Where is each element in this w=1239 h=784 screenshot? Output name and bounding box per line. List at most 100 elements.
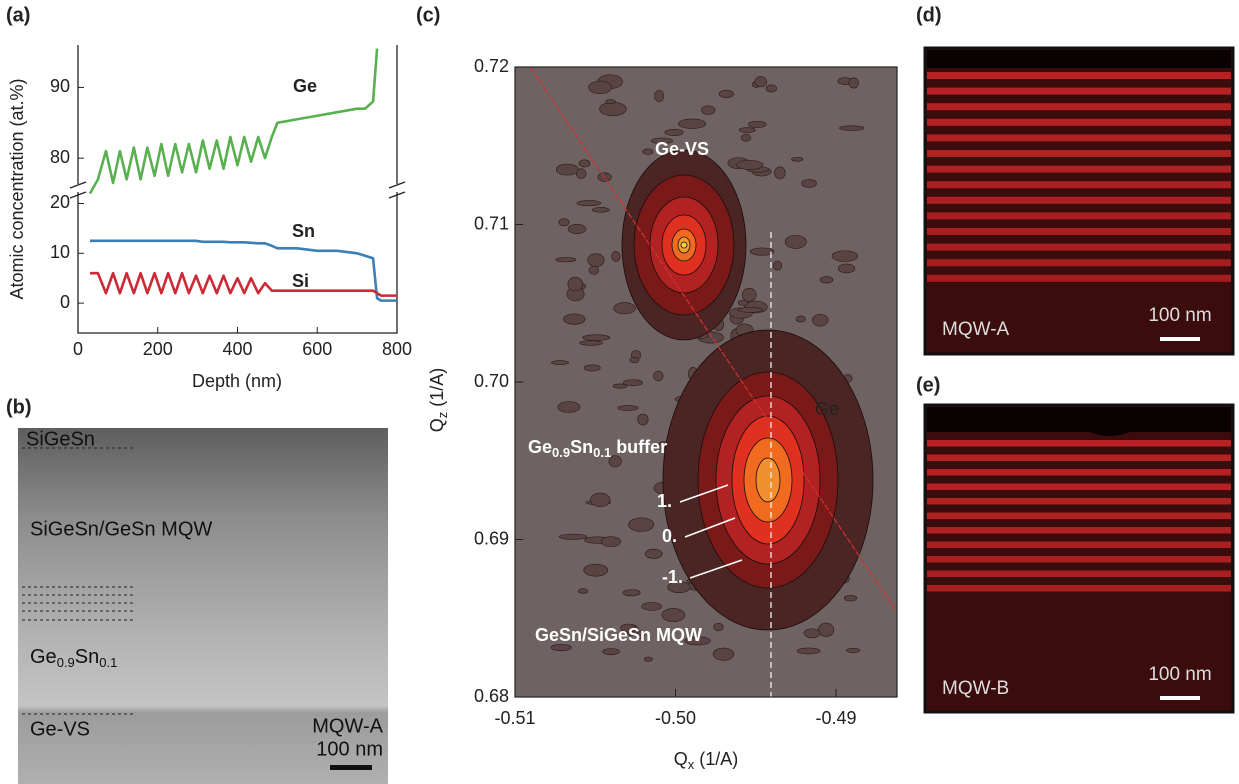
data-line (89, 271, 397, 297)
stripe (927, 87, 1231, 95)
contour-speckle (831, 250, 858, 262)
contour-speckle (583, 364, 601, 372)
contour-speckle (563, 313, 586, 325)
y-tick-label: 10 (50, 242, 70, 262)
stripe (927, 512, 1231, 520)
contour-speckle (637, 413, 649, 426)
panel-label: (b) (6, 396, 32, 418)
contour-speckle (817, 622, 835, 637)
scale-label: 100 nm (316, 738, 383, 760)
contour-speckle (772, 260, 783, 271)
contour-speckle (612, 383, 628, 389)
contour-speckle (737, 299, 749, 306)
contour-speckle (678, 118, 707, 129)
contour-speckle (605, 99, 616, 105)
contour-speckle (578, 588, 589, 594)
contour-speckle (599, 101, 627, 117)
contour-speckle (819, 276, 834, 284)
stripe (927, 541, 1231, 549)
contour-speckle (622, 589, 641, 597)
x-tick-label: 600 (302, 339, 332, 359)
contour-speckle (644, 548, 663, 559)
t: Ge (30, 646, 57, 668)
y-tick-label: 0.69 (474, 528, 509, 548)
t: Ge (528, 437, 552, 457)
scale-label: 100 nm (1148, 664, 1211, 685)
stripe (927, 165, 1231, 173)
contour-speckle (701, 105, 716, 115)
contour-speckle (654, 89, 665, 102)
contour-speckle (555, 163, 579, 176)
t: 0.9 (552, 445, 570, 460)
contour-speckle (774, 166, 786, 180)
y-axis-label: Atomic concentration (at.%) (7, 78, 27, 299)
arrow (689, 559, 743, 579)
contour-speckle (848, 77, 859, 89)
contour-speckle (629, 357, 640, 364)
contour-speckle (749, 247, 775, 256)
t: Q (427, 418, 447, 432)
contour-speckle (622, 379, 643, 387)
stripe (927, 196, 1231, 204)
stripe (927, 243, 1231, 251)
stripe (927, 556, 1231, 563)
t: 0.9 (57, 655, 75, 670)
contour-speckle (620, 623, 637, 633)
contour-speckle (617, 405, 639, 411)
annotation: Ge (815, 399, 839, 419)
x-axis-label: Depth (nm) (192, 371, 282, 391)
scale-bar (1160, 337, 1200, 341)
contour-speckle (765, 84, 777, 93)
contour-speckle (600, 536, 622, 547)
scale-label: 100 nm (1148, 305, 1211, 326)
contour-speckle (575, 168, 587, 179)
contour-level (755, 457, 781, 503)
stripe (927, 150, 1231, 158)
contour-speckle (576, 200, 602, 207)
contour-speckle (608, 455, 622, 468)
contour-speckle (796, 647, 821, 655)
image-top (927, 407, 1231, 436)
axis-break (69, 181, 406, 199)
data-line (88, 48, 379, 195)
red-guide (529, 66, 898, 613)
x-tick-label: 800 (382, 339, 412, 359)
x-tick-label: -0.50 (655, 708, 696, 728)
contour-speckle (664, 128, 684, 136)
contour-speckle (653, 370, 664, 382)
contour-speckle (591, 207, 610, 213)
image-bg (18, 428, 388, 784)
stripe (927, 585, 1231, 592)
stripe (927, 469, 1231, 476)
annotation: Ge-VS (655, 139, 709, 159)
series-label: Sn (292, 221, 315, 241)
contour-speckle (583, 563, 609, 577)
contour-speckle (754, 76, 768, 88)
contour-speckle (667, 581, 691, 593)
contour-speckle (713, 622, 724, 632)
stripe (927, 454, 1231, 462)
contour-speckle (846, 647, 861, 654)
annotation: 1. (657, 491, 672, 511)
stripe (927, 72, 1231, 80)
contour-speckle (558, 218, 570, 227)
contour-speckle (718, 89, 734, 99)
data-line (89, 239, 397, 302)
y-tick-label: 90 (50, 76, 70, 96)
t: 0.1 (593, 445, 611, 460)
panel-label: (a) (6, 4, 30, 26)
t: x (688, 757, 695, 772)
y-tick-label: 80 (50, 147, 70, 167)
t: 0.1 (99, 655, 117, 670)
contour-speckle (839, 125, 865, 131)
contour-speckle (579, 340, 603, 346)
contour-speckle (613, 302, 636, 315)
scale-bar (1160, 696, 1200, 700)
stripe (927, 527, 1231, 534)
annotation: -1. (662, 567, 683, 587)
series-label: Si (292, 271, 309, 291)
contour-level (680, 241, 688, 249)
panel-label: (d) (916, 4, 942, 26)
contour-speckle (684, 636, 711, 646)
t: z (435, 412, 450, 419)
